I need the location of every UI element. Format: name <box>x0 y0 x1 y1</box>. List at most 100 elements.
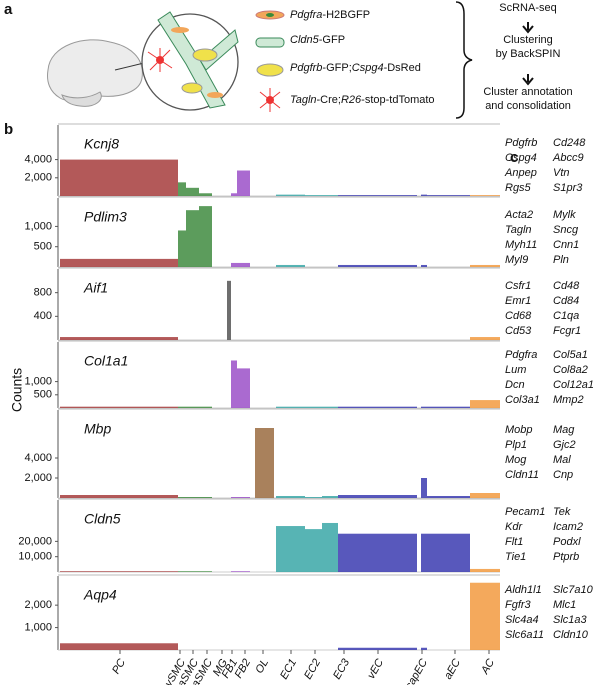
legend-text: -GFP; <box>322 62 351 74</box>
bar <box>427 496 470 498</box>
y-tick-label: 1,000 <box>24 220 52 232</box>
bar <box>60 571 178 572</box>
bar <box>60 643 178 650</box>
bar <box>305 497 322 498</box>
pipeline-step: by BackSPIN <box>496 48 561 60</box>
bar <box>199 497 212 498</box>
panel-label: c <box>510 149 518 166</box>
bar <box>199 206 212 267</box>
marker-gene: Cspg4 <box>505 152 537 164</box>
bar <box>60 337 178 340</box>
y-tick-label: 2,000 <box>24 172 52 184</box>
bar <box>237 497 250 498</box>
x-tick-label: capEC <box>403 657 430 685</box>
bar <box>231 193 237 196</box>
marker-gene: Tie1 <box>505 551 526 563</box>
bar <box>237 170 250 196</box>
x-tick-label: vEC <box>365 657 386 681</box>
bar <box>186 187 199 196</box>
bar <box>186 571 199 572</box>
marker-gene: Mog <box>505 454 527 466</box>
marker-gene: Flt1 <box>505 536 523 548</box>
marker-gene: Plp1 <box>505 439 527 451</box>
x-tick-label: OL <box>253 657 271 676</box>
marker-gene: Col3a1 <box>505 394 540 406</box>
bar <box>421 406 427 408</box>
bar <box>470 195 500 196</box>
marker-gene: Ptprb <box>553 551 579 563</box>
marker-gene: Myh11 <box>505 239 537 251</box>
bar <box>470 493 500 498</box>
bar <box>470 400 500 408</box>
marker-gene: Myl9 <box>505 254 528 266</box>
pipeline-step: and consolidation <box>485 100 571 112</box>
bar <box>237 262 250 267</box>
bar <box>231 571 237 572</box>
legend-text: Cspg4 <box>352 62 384 74</box>
marker-gene: Cd84 <box>553 295 579 307</box>
bar <box>427 406 470 408</box>
y-tick-label: 1,000 <box>24 376 52 388</box>
marker-gene: Pdgfra <box>505 349 537 361</box>
y-tick-label: 400 <box>34 310 52 322</box>
marker-gene: Mylk <box>553 209 576 221</box>
legend-text: -DsRed <box>384 62 421 74</box>
marker-gene: Rgs5 <box>505 182 532 194</box>
marker-gene: Cd48 <box>553 280 580 292</box>
gene-name: Col1a1 <box>84 353 128 369</box>
bar <box>421 194 427 196</box>
marker-gene: Cd68 <box>505 310 532 322</box>
gene-name: Pdlim3 <box>84 209 127 225</box>
y-tick-label: 4,000 <box>24 452 52 464</box>
marker-gene: Mmp2 <box>553 394 584 406</box>
y-tick-label: 10,000 <box>18 551 52 563</box>
bar <box>470 264 500 267</box>
gene-name: Kcnj8 <box>84 136 119 152</box>
marker-gene: Mal <box>553 454 571 466</box>
marker-gene: Slc7a10 <box>553 584 594 596</box>
marker-gene: C1qa <box>553 310 579 322</box>
marker-gene: Cldn10 <box>553 629 589 641</box>
marker-gene: Vtn <box>553 167 570 179</box>
legend-text: Tagln <box>290 94 317 106</box>
legend-entry: Cldn5-GFP <box>290 34 345 46</box>
bar <box>305 195 322 196</box>
bar <box>237 571 250 572</box>
x-tick-label: EC3 <box>331 656 353 681</box>
bar <box>227 280 231 340</box>
x-tick-label: AC <box>479 657 498 677</box>
pipeline-step: Clustering <box>503 34 553 46</box>
bar <box>178 497 186 498</box>
marker-gene: Mobp <box>505 424 533 436</box>
marker-gene: Col8a2 <box>553 364 588 376</box>
x-tick-label: EC1 <box>278 657 299 682</box>
legend-entry: Tagln-Cre;R26-stop-tdTomato <box>290 94 435 106</box>
y-tick-label: 1,000 <box>24 621 52 633</box>
bar <box>427 195 470 196</box>
y-tick-label: 2,000 <box>24 599 52 611</box>
legend-text: R26 <box>341 94 362 106</box>
y-tick-label: 4,000 <box>24 153 52 165</box>
bar <box>421 264 427 267</box>
marker-gene: Pecam1 <box>505 506 545 518</box>
marker-gene: Podxl <box>553 536 581 548</box>
marker-gene: Tek <box>553 506 571 518</box>
bar <box>338 264 417 267</box>
bar <box>421 647 427 650</box>
bar <box>276 526 305 572</box>
marker-gene: Tagln <box>505 224 532 236</box>
bar <box>421 533 427 572</box>
pipeline-step: ScRNA-seq <box>499 2 556 14</box>
legend-text: -H2BGFP <box>322 9 370 21</box>
bar <box>338 647 417 650</box>
marker-gene: Icam2 <box>553 521 583 533</box>
bar <box>470 582 500 650</box>
bar <box>338 406 417 408</box>
y-axis-label: Counts <box>9 368 25 412</box>
bar <box>322 496 338 498</box>
bar <box>338 533 417 572</box>
marker-gene: Col5a1 <box>553 349 588 361</box>
bar <box>231 360 237 408</box>
